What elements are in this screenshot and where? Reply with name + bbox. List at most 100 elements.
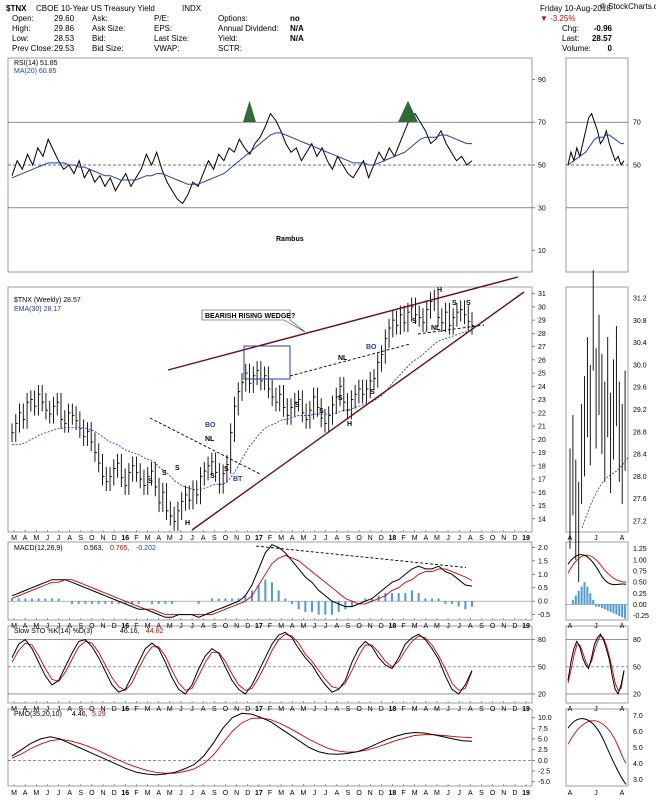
x-axis-label: M — [33, 623, 39, 630]
price-legend: $TNX (Weekly) 28.57 — [14, 297, 81, 304]
price-ema-legend: EMA(30) 28.17 — [14, 306, 61, 313]
pmo-ytick-label: 0.0 — [538, 758, 548, 765]
pmo-ytick-label: -5.0 — [538, 779, 550, 786]
x-axis-label: 17 — [255, 535, 263, 542]
neckline-3 — [417, 324, 485, 335]
sto-side-tick: 50 — [633, 664, 641, 671]
x-axis-label: O — [490, 623, 496, 630]
x-axis-label: S — [78, 535, 83, 542]
header-field-label: High: — [12, 24, 31, 33]
x-axis-label: M — [167, 790, 173, 797]
x-axis-label: O — [356, 706, 362, 713]
rsi-legend: RSI(14) 51.85 — [14, 60, 58, 67]
x-axis-label: N — [501, 535, 506, 542]
x-axis-label: F — [134, 623, 138, 630]
x-axis-label: M — [278, 535, 284, 542]
sto-side-frame — [565, 625, 629, 704]
x-axis-label: J — [179, 623, 183, 630]
x-axis-label: A — [423, 706, 428, 713]
x-axis-label: S — [78, 790, 83, 797]
pattern-letter: S — [338, 395, 343, 402]
x-axis-label: N — [101, 790, 106, 797]
price-annotation: BO — [366, 344, 377, 351]
pmo-legend: 5.29 — [92, 711, 106, 718]
x-axis-label: F — [401, 706, 405, 713]
pattern-letter: S — [175, 465, 180, 472]
sto-k-line — [11, 631, 473, 695]
symbol-label: $TNX — [6, 4, 27, 13]
x-axis-label: M — [11, 535, 17, 542]
x-axis-label: M — [11, 706, 17, 713]
macd-side-line — [567, 554, 627, 586]
x-axis-label: J — [313, 706, 317, 713]
x-axis-label: M — [434, 623, 440, 630]
price-side-tick: 28.8 — [633, 429, 647, 436]
price-ytick-label: 21 — [538, 424, 546, 431]
x-axis-label: A — [334, 535, 339, 542]
x-axis-label: A — [156, 706, 161, 713]
pmo-ytick-label: -2.5 — [538, 769, 550, 776]
pmo-side-tick: 3.0 — [633, 777, 643, 784]
sto-side-k — [567, 633, 625, 696]
x-axis-label: J — [179, 706, 183, 713]
header-field-label: Ask Size: — [92, 24, 125, 33]
x-axis-label: A — [468, 535, 473, 542]
side-x-axis-label: A — [568, 706, 573, 713]
x-axis-label: O — [89, 706, 95, 713]
x-axis-label: 18 — [389, 535, 397, 542]
x-axis-label: F — [134, 706, 138, 713]
price-side-tick: 29.6 — [633, 385, 647, 392]
consolidation-box — [243, 345, 291, 380]
x-axis-label: F — [268, 535, 272, 542]
price-ytick-label: 31 — [538, 291, 546, 298]
sto-side-d — [567, 635, 625, 691]
header-field-label: Last Size: — [154, 34, 189, 43]
macd-side-tick: 0.50 — [633, 580, 647, 587]
x-axis-label: J — [57, 706, 61, 713]
x-axis-label: S — [212, 706, 217, 713]
pmo-ytick-label: 10.0 — [538, 715, 552, 722]
x-axis-label: 17 — [255, 623, 263, 630]
price-side-tick: 30.8 — [633, 318, 647, 325]
macd-ytick-label: 1.0 — [538, 572, 548, 579]
header-field-label: Low: — [12, 34, 29, 43]
neckline-2 — [289, 343, 411, 377]
x-axis-label: A — [334, 706, 339, 713]
price-ytick-label: 30 — [538, 304, 546, 311]
price-annotation: S — [148, 478, 153, 485]
wedge-callout — [201, 309, 306, 333]
rsi-overbought-fill — [398, 100, 418, 123]
x-axis-label: M — [412, 623, 418, 630]
x-axis-label: N — [368, 706, 373, 713]
x-axis-label: N — [501, 790, 506, 797]
x-axis-label: M — [167, 623, 173, 630]
pmo-side-tick: 6.0 — [633, 729, 643, 736]
x-axis-label: 17 — [255, 790, 263, 797]
x-axis-label: D — [512, 790, 517, 797]
x-axis-label: J — [179, 790, 183, 797]
x-axis-label: A — [201, 790, 206, 797]
macd-side-tick: 1.00 — [633, 557, 647, 564]
macd-ytick-label: 0.0 — [538, 599, 548, 606]
x-axis-label: J — [324, 790, 328, 797]
sto-side-tick: 80 — [633, 637, 641, 644]
header-field-label: Bid: — [92, 34, 106, 43]
x-axis-label: D — [512, 706, 517, 713]
exchange-label: INDX — [182, 4, 202, 13]
price-side-tick: 31.2 — [633, 296, 647, 303]
x-axis-label: F — [268, 790, 272, 797]
sto-ytick-label: 80 — [538, 637, 546, 644]
x-axis-label: D — [512, 623, 517, 630]
header-field-label: VWAP: — [154, 44, 179, 53]
x-axis-label: J — [57, 535, 61, 542]
x-axis-label: A — [156, 790, 161, 797]
x-axis-label: J — [190, 706, 194, 713]
macd-side-tick: 0.00 — [633, 602, 647, 609]
x-axis-label: O — [490, 706, 496, 713]
x-axis-label: D — [512, 535, 517, 542]
pmo-signal-line — [11, 717, 473, 774]
x-axis-label: 18 — [389, 706, 397, 713]
x-axis-label: J — [190, 790, 194, 797]
macd-trendline — [255, 545, 467, 568]
